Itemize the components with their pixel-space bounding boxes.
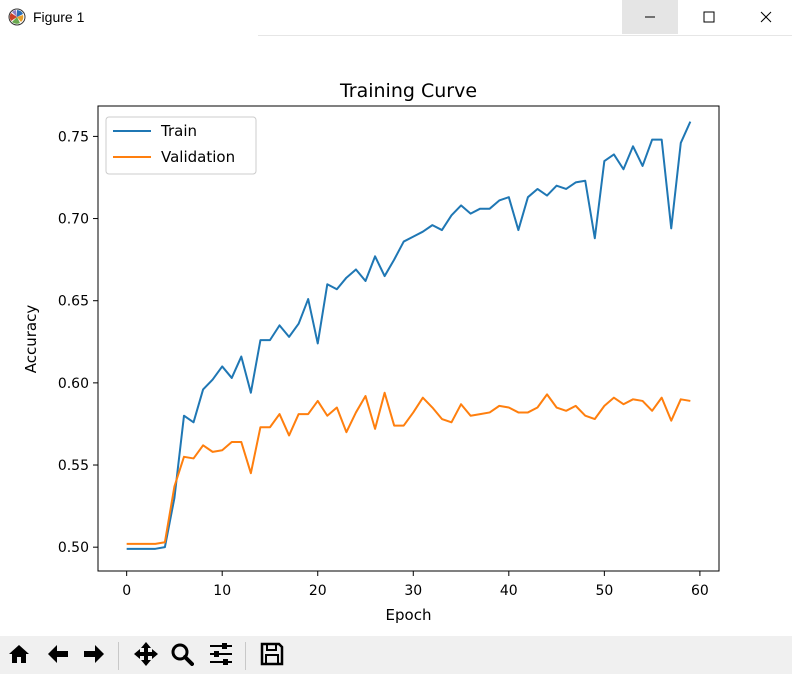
window-title: Figure 1 <box>33 9 85 25</box>
back-button[interactable] <box>44 642 72 670</box>
floppy-disk-icon <box>259 641 285 671</box>
toolbar-separator <box>245 642 246 670</box>
legend-validation-label: Validation <box>161 148 235 166</box>
minimize-button[interactable] <box>622 0 678 34</box>
arrow-right-icon <box>82 642 106 670</box>
toolbar-separator <box>118 642 119 670</box>
matplotlib-icon <box>8 8 26 26</box>
title-separator <box>258 35 792 36</box>
arrow-left-icon <box>46 642 70 670</box>
series-line-train <box>126 121 692 550</box>
navigation-toolbar <box>0 636 792 674</box>
configure-subplots-button[interactable] <box>207 642 235 670</box>
save-button[interactable] <box>258 642 286 670</box>
legend: Train Validation <box>105 116 257 175</box>
training-curve-chart: Training Curve 0 10 20 30 40 50 60 0.50 0.55 0.6… <box>22 80 720 624</box>
x-axis-label: Epoch <box>386 606 432 624</box>
y-tick-label: 0.70 <box>58 212 89 228</box>
y-tick-label: 0.60 <box>58 376 89 392</box>
y-tick-label: 0.65 <box>58 294 89 310</box>
axes-frame <box>97 105 720 572</box>
x-tick-label: 40 <box>500 583 518 599</box>
move-icon <box>133 641 159 671</box>
y-tick-label: 0.50 <box>58 540 89 556</box>
legend-train-label: Train <box>160 122 197 140</box>
series-line-validation <box>126 391 691 545</box>
minimize-icon <box>644 8 656 27</box>
pan-button[interactable] <box>132 642 160 670</box>
y-tick-label: 0.75 <box>58 129 89 145</box>
y-tick-label: 0.55 <box>58 458 89 474</box>
maximize-icon <box>703 8 715 27</box>
title-bar: Figure 1 <box>0 0 792 36</box>
home-icon <box>7 642 31 670</box>
x-tick-label: 50 <box>595 583 613 599</box>
x-tick-label: 10 <box>213 583 231 599</box>
sliders-icon <box>208 641 234 671</box>
magnifier-icon <box>170 642 194 670</box>
x-tick-label: 20 <box>309 583 327 599</box>
chart-title: Training Curve <box>339 80 477 102</box>
close-icon <box>760 8 772 27</box>
home-button[interactable] <box>5 642 33 670</box>
x-tick-label: 30 <box>404 583 422 599</box>
x-tick-label: 60 <box>691 583 709 599</box>
forward-button[interactable] <box>80 642 108 670</box>
x-tick-label: 0 <box>122 583 131 599</box>
maximize-button[interactable] <box>681 0 737 34</box>
close-button[interactable] <box>738 0 792 34</box>
figure-canvas[interactable]: Training Curve 0 10 20 30 40 50 60 0.50 0.55 0.6… <box>0 36 792 636</box>
zoom-button[interactable] <box>168 642 196 670</box>
y-axis-label: Accuracy <box>22 305 40 374</box>
